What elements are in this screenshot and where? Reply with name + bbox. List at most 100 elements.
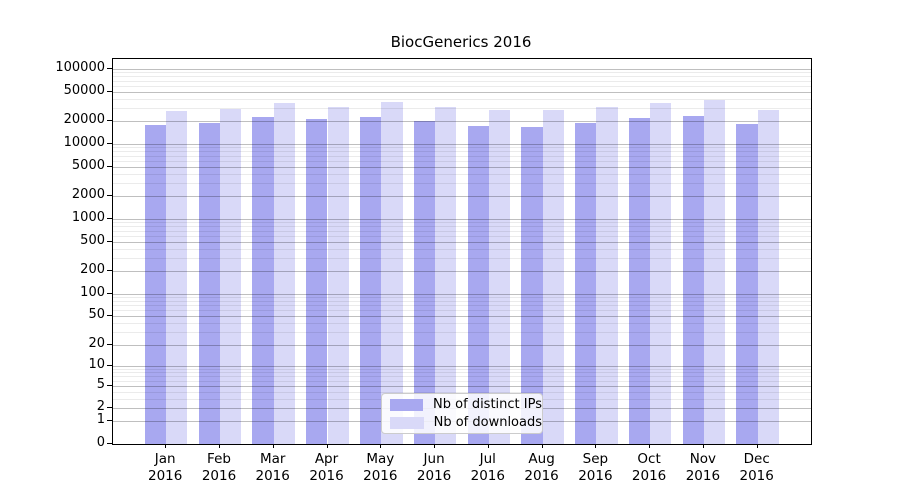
gridline (113, 219, 811, 220)
x-tick-label: Feb 2016 (201, 451, 237, 484)
gridline (113, 300, 811, 302)
x-tick-mark (272, 444, 274, 448)
y-tick-mark (107, 443, 112, 444)
bar-downloads-jul (488, 110, 511, 444)
x-tick-mark (756, 444, 758, 448)
bar-distinct-ips-dec (736, 124, 758, 444)
gridline (113, 369, 811, 370)
gridline (113, 155, 811, 157)
chart-title: BiocGenerics 2016 (390, 33, 532, 51)
y-tick-mark (107, 240, 112, 242)
gridline (113, 344, 811, 346)
gridline (113, 385, 811, 387)
gridline (113, 372, 811, 374)
bar-downloads-aug (542, 110, 564, 444)
gridline (113, 151, 811, 153)
x-tick-label: Jan 2016 (148, 451, 183, 484)
x-tick-mark (219, 444, 220, 448)
y-tick-label: 5000 (71, 157, 105, 173)
y-tick-label: 1 (96, 412, 105, 428)
y-tick-mark (107, 143, 112, 144)
x-tick-mark (649, 444, 651, 448)
gridline (113, 76, 811, 78)
gridline (113, 293, 811, 295)
bar-distinct-ips-mar (252, 117, 274, 444)
gridline (113, 297, 811, 299)
bar-distinct-ips-feb (198, 122, 220, 444)
y-tick-label: 5 (96, 376, 105, 392)
plot-area: Nb of distinct IPs Nb of downloads (112, 58, 812, 445)
gridline (113, 235, 811, 237)
bar-downloads-may (381, 101, 403, 444)
bar-distinct-ips-nov (682, 116, 704, 444)
gridline (113, 183, 811, 185)
y-tick-mark (107, 407, 112, 409)
x-tick-mark (595, 444, 597, 448)
bar-distinct-ips-oct (628, 117, 651, 444)
bar-downloads-feb (220, 108, 242, 444)
gridline (113, 160, 811, 162)
gridline (113, 91, 811, 93)
gridline (113, 69, 811, 70)
y-tick-mark (107, 218, 112, 219)
y-tick-label: 50 (88, 306, 105, 322)
gridline (113, 173, 811, 175)
x-tick-label: Apr 2016 (309, 451, 344, 484)
y-tick-label: 100000 (55, 60, 105, 75)
x-tick-mark (165, 444, 167, 448)
y-tick-label: 100 (80, 284, 105, 300)
gridline (113, 248, 811, 250)
legend-label: Nb of distinct IPs (433, 397, 542, 412)
gridline (113, 332, 811, 334)
x-tick-mark (380, 444, 382, 448)
bar-downloads-oct (650, 102, 672, 444)
y-tick-label: 10 (88, 356, 105, 372)
y-tick-label: 0 (96, 435, 105, 450)
y-tick-mark (107, 195, 112, 197)
gridline (113, 305, 811, 307)
bar-downloads-apr (327, 106, 349, 444)
y-tick-label: 20 (88, 335, 105, 351)
bar-distinct-ips-jul (467, 125, 489, 444)
bar-downloads-jan (166, 110, 188, 444)
gridline (113, 222, 811, 224)
y-tick-mark (107, 343, 112, 345)
x-tick-label: May 2016 (363, 451, 398, 484)
bar-distinct-ips-apr (306, 119, 328, 444)
x-tick-label: Oct 2016 (631, 451, 667, 484)
legend-item-downloads: Nb of downloads (382, 415, 542, 430)
x-tick-mark (702, 444, 704, 448)
y-tick-mark (107, 292, 112, 294)
y-tick-mark (107, 384, 112, 386)
gridline (113, 85, 811, 87)
bar-distinct-ips-jan (144, 125, 167, 444)
y-tick-label: 20000 (63, 112, 105, 128)
bar-downloads-jun (435, 106, 457, 444)
legend-swatch-distinct-ips-icon (390, 398, 424, 411)
x-tick-label: Dec 2016 (739, 451, 774, 484)
y-tick-mark (107, 68, 112, 69)
gridline (113, 121, 811, 123)
gridline (113, 147, 811, 149)
y-tick-label: 2 (96, 399, 105, 415)
gridline (113, 323, 811, 324)
bar-distinct-ips-aug (521, 126, 543, 444)
x-tick-label: Mar 2016 (255, 451, 290, 484)
legend: Nb of distinct IPs Nb of downloads (381, 393, 543, 434)
gridline (113, 271, 811, 273)
y-tick-mark (107, 364, 112, 366)
gridline (113, 310, 811, 312)
bar-downloads-mar (273, 102, 295, 444)
bar-distinct-ips-sep (575, 123, 597, 444)
legend-swatch-downloads-icon (390, 416, 424, 429)
y-tick-mark (107, 165, 112, 167)
legend-label: Nb of downloads (433, 415, 542, 430)
gridline (113, 72, 811, 74)
gridline (113, 226, 811, 228)
y-tick-mark (107, 90, 112, 92)
x-tick-label: Sep 2016 (578, 451, 613, 484)
gridline (113, 391, 811, 393)
y-tick-mark (107, 120, 112, 122)
x-tick-label: Jun 2016 (416, 451, 452, 484)
